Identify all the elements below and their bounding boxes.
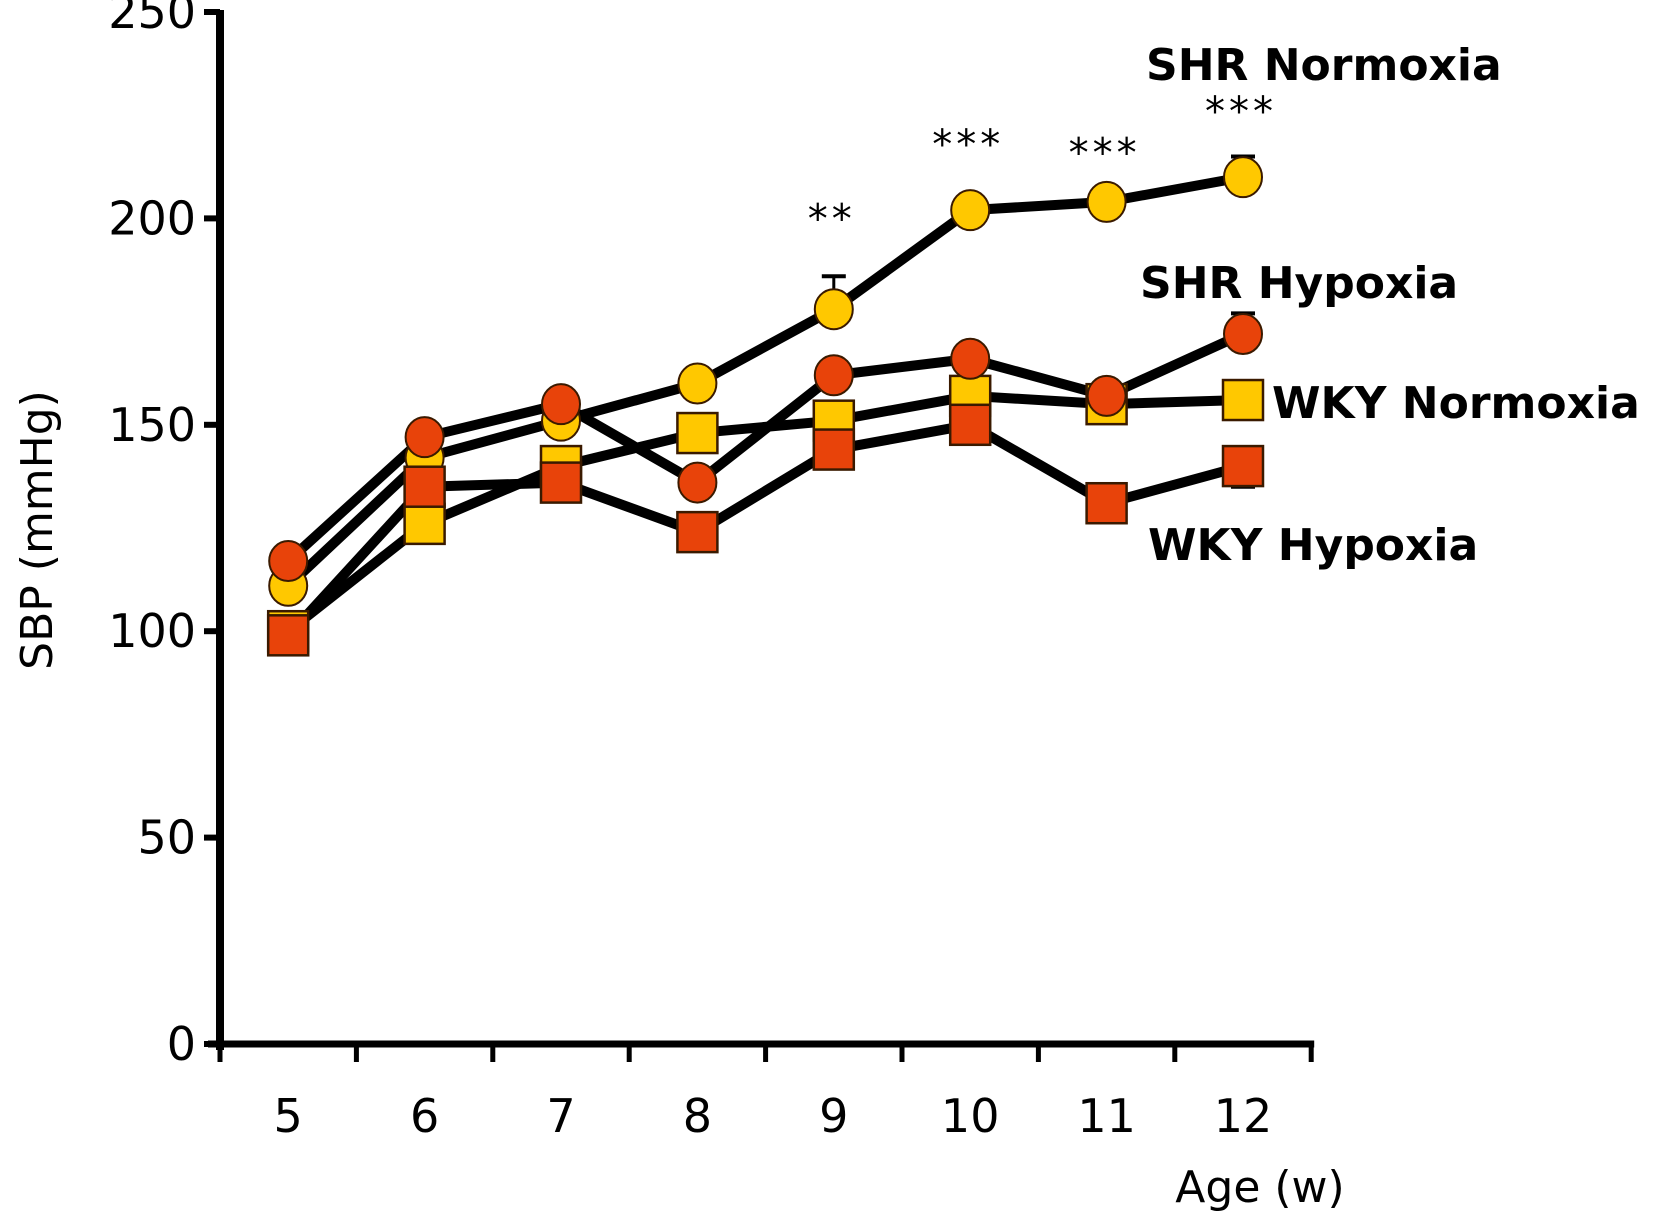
series-label-wky-hypoxia: WKY Hypoxia [1148,520,1478,571]
marker-wky-normoxia [403,502,446,546]
x-tick-label: 6 [410,1089,439,1143]
x-tick-label: 5 [274,1089,303,1143]
series-label-wky-normoxia: WKY Normoxia [1272,378,1640,429]
series-label-shr-hypoxia: SHR Hypoxia [1140,258,1458,309]
x-tick-label: 9 [819,1089,848,1143]
x-axis-title: Age (w) [1175,1162,1344,1213]
series-line-wky-hypoxia [284,419,1245,639]
marker-shr-normoxia [677,362,718,405]
series-line-wky-normoxia [285,390,1244,636]
axes: 0 50 100 150 200 250 5 6 7 8 9 10 11 12 [108,0,1315,1143]
x-tick-label: 11 [1077,1089,1136,1143]
marker-shr-hypoxia [950,337,991,380]
marker-wky-hypoxia [266,614,310,657]
marker-wky-normoxia [1221,378,1265,422]
y-tick-label: 200 [108,191,196,245]
marker-wky-hypoxia [948,403,992,447]
marker-shr-hypoxia [404,416,445,459]
marker-wky-hypoxia [403,465,446,508]
significance-annotations: ***** ****** [808,89,1277,242]
marker-wky-hypoxia [1085,481,1128,525]
y-tick-label: 0 [167,1017,196,1071]
marker-wky-normoxia [676,411,719,455]
significance-marker: *** [932,122,1004,168]
marker-shr-hypoxia [813,354,854,397]
y-tick-label: 250 [108,0,196,39]
marker-wky-hypoxia [812,428,856,471]
series-markers [266,156,1265,657]
marker-shr-hypoxia [1086,374,1127,417]
significance-marker: *** [1205,89,1277,135]
marker-wky-hypoxia [539,461,583,504]
labels: SBP (mmHg) Age (w) SHR Normoxia SHR Hypo… [12,40,1640,1213]
y-axis-title: SBP (mmHg) [12,390,63,670]
series-label-shr-normoxia: SHR Normoxia [1146,40,1502,91]
marker-shr-hypoxia [1223,312,1263,355]
y-tick-label: 150 [108,398,196,452]
marker-wky-hypoxia [1221,444,1265,488]
series-lines [284,172,1246,639]
x-tick-label: 8 [683,1089,712,1143]
marker-shr-normoxia [950,189,991,232]
x-tick-label: 12 [1214,1089,1273,1143]
marker-shr-normoxia [1223,156,1263,199]
significance-marker: ** [808,196,856,242]
marker-shr-hypoxia [677,461,718,504]
significance-marker: *** [1069,130,1141,176]
y-tick-label: 100 [108,604,196,658]
marker-shr-normoxia [813,288,854,331]
x-tick-label: 10 [941,1089,1000,1143]
marker-shr-hypoxia [268,540,309,583]
series-line-shr-normoxia [284,172,1244,590]
marker-wky-hypoxia [676,510,719,554]
y-tick-label: 50 [137,811,196,865]
x-tick-label: 7 [546,1089,575,1143]
marker-shr-normoxia [1086,180,1127,223]
marker-shr-hypoxia [541,383,581,426]
